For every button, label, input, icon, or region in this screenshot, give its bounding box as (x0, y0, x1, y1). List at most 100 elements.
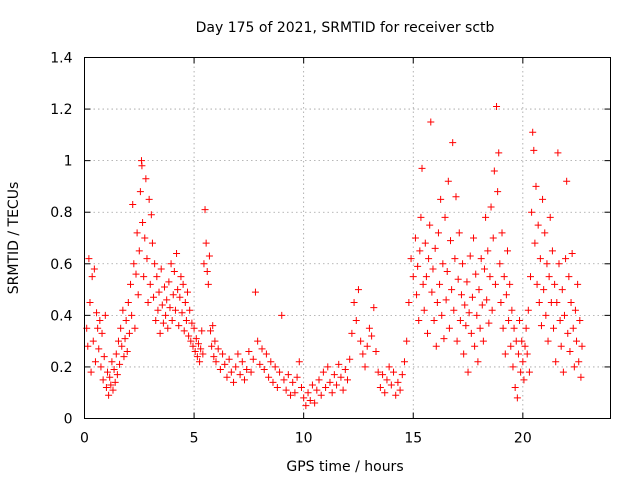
data-point (457, 291, 465, 299)
data-point (559, 368, 567, 376)
y-axis-label: SRMTID / TECUs (6, 182, 22, 295)
data-point (531, 239, 539, 247)
data-point (513, 394, 521, 402)
data-point (302, 402, 310, 410)
data-point (577, 373, 585, 381)
data-point (163, 296, 171, 304)
data-point (186, 306, 194, 314)
data-point (282, 386, 290, 394)
data-point (107, 381, 115, 389)
x-tick-label: 20 (514, 431, 532, 447)
data-point (234, 350, 242, 358)
data-point (209, 322, 217, 330)
data-point (256, 360, 264, 368)
data-point (372, 347, 380, 355)
data-point (418, 164, 426, 172)
data-point (153, 273, 161, 281)
data-point (227, 368, 235, 376)
data-point (164, 324, 172, 332)
data-point (289, 378, 297, 386)
data-point (138, 162, 146, 170)
data-point (151, 260, 159, 268)
data-point (553, 298, 561, 306)
data-point (251, 288, 259, 296)
data-point (505, 317, 513, 325)
data-point (491, 280, 499, 288)
data-point (168, 317, 176, 325)
data-point (211, 337, 219, 345)
data-point (280, 376, 288, 384)
data-point (113, 371, 121, 379)
data-point (477, 255, 485, 263)
data-point (146, 280, 154, 288)
data-point (557, 342, 565, 350)
data-point (203, 268, 211, 276)
data-point (175, 322, 183, 330)
data-point (287, 391, 295, 399)
data-point (407, 255, 415, 263)
data-point (238, 358, 246, 366)
data-point (152, 317, 160, 325)
data-point (104, 368, 112, 376)
data-point (415, 317, 423, 325)
data-point (199, 350, 207, 358)
data-point (545, 273, 553, 281)
data-point (368, 332, 376, 340)
y-tick-label: 1.4 (50, 51, 72, 67)
data-point (328, 389, 336, 397)
data-point (116, 360, 124, 368)
data-point (565, 273, 573, 281)
data-point (118, 342, 126, 350)
data-point (297, 384, 305, 392)
data-point (548, 247, 556, 255)
data-point (135, 247, 143, 255)
x-tick-label: 10 (295, 431, 313, 447)
data-point (442, 296, 450, 304)
data-point (438, 311, 446, 319)
data-point (324, 363, 332, 371)
data-point (88, 273, 96, 281)
data-point (236, 371, 244, 379)
data-point (461, 301, 469, 309)
data-point (337, 373, 345, 381)
data-point (550, 324, 558, 332)
data-point (121, 335, 129, 343)
data-point (497, 298, 505, 306)
data-point (249, 355, 257, 363)
data-point (293, 373, 301, 381)
data-point (409, 273, 417, 281)
data-point (230, 378, 238, 386)
data-point (265, 373, 273, 381)
data-point (532, 182, 540, 190)
data-point (482, 213, 490, 221)
chart-title: Day 175 of 2021, SRMTID for receiver sct… (196, 20, 495, 36)
data-point (361, 363, 369, 371)
data-point (333, 381, 341, 389)
data-point (413, 291, 421, 299)
data-point (464, 368, 472, 376)
data-point (420, 306, 428, 314)
data-point (97, 363, 105, 371)
data-point (429, 265, 437, 273)
data-point (443, 268, 451, 276)
data-point (411, 234, 419, 242)
data-point (162, 311, 170, 319)
data-point (534, 221, 542, 229)
data-point (216, 366, 224, 374)
data-point (459, 260, 467, 268)
data-point (101, 311, 109, 319)
data-point (554, 149, 562, 157)
data-point (525, 368, 533, 376)
data-point (414, 262, 422, 270)
data-point (185, 332, 193, 340)
data-point (403, 337, 411, 345)
data-point (540, 286, 548, 294)
data-point (128, 311, 136, 319)
plot-frame (84, 57, 611, 419)
data-point (221, 360, 229, 368)
data-point (544, 337, 552, 345)
data-point (156, 329, 164, 337)
data-point (489, 234, 497, 242)
data-point (160, 283, 168, 291)
